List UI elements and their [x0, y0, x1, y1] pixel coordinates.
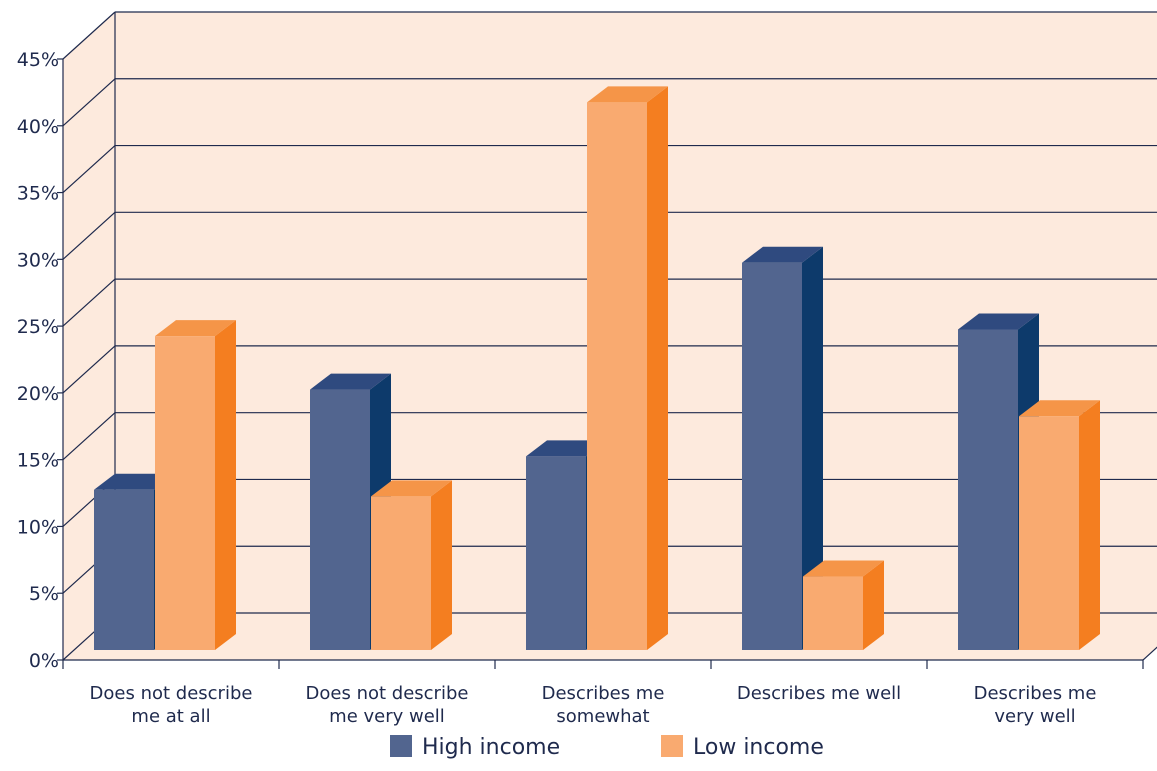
legend-label: High income	[422, 735, 560, 760]
x-tick-label: Does not describe	[306, 683, 469, 704]
bar	[803, 560, 884, 650]
gridline-side	[62, 412, 116, 461]
legend-label: Low income	[693, 735, 824, 760]
x-tick-label: Does not describe	[90, 683, 253, 704]
bar-top	[958, 313, 1039, 330]
gridline-side	[62, 211, 116, 260]
bar-top	[803, 560, 884, 577]
legend-item: High income	[390, 735, 560, 760]
bar-front	[310, 389, 370, 650]
bar	[371, 480, 452, 650]
bar-front	[371, 496, 431, 650]
x-tick-label: me very well	[329, 706, 445, 727]
bar-side	[1079, 400, 1100, 650]
y-tick-label: 25%	[17, 316, 59, 338]
x-tick-label: somewhat	[556, 706, 649, 727]
bar-top	[371, 480, 452, 497]
y-tick-label: 10%	[17, 516, 59, 538]
bar-front	[155, 336, 215, 650]
bar-top	[310, 373, 391, 390]
y-tick-label: 45%	[17, 49, 59, 71]
y-tick-label: 0%	[29, 650, 59, 672]
x-tick-label: Describes me	[974, 683, 1097, 704]
bar-top	[742, 246, 823, 263]
bar-side	[863, 560, 884, 650]
y-tick-label: 20%	[17, 383, 59, 405]
bar-side	[431, 480, 452, 650]
floor-right-edge	[1142, 646, 1157, 661]
bar-front	[958, 329, 1018, 650]
bar-front	[94, 489, 154, 650]
legend-item: Low income	[661, 735, 824, 760]
bar-top	[155, 320, 236, 337]
x-tick-label: me at all	[131, 706, 210, 727]
bar	[587, 86, 668, 650]
bar-top	[526, 440, 607, 457]
bar-front	[803, 576, 863, 650]
bar-top	[94, 473, 175, 490]
bar-side	[215, 320, 236, 650]
legend-swatch	[661, 735, 683, 757]
y-tick-label: 5%	[29, 583, 59, 605]
gridline-side	[62, 11, 116, 60]
y-axis-ticks: 0% 5% 10% 15% 20% 25% 30% 35% 40% 45%	[17, 49, 59, 672]
bar-front	[742, 262, 802, 650]
gridline-side	[62, 145, 116, 194]
gridline-side	[62, 345, 116, 394]
bar-top	[587, 86, 668, 103]
bars	[94, 86, 1100, 650]
bar	[1019, 400, 1100, 650]
bar	[742, 246, 823, 650]
gridline-side	[62, 78, 116, 127]
bar-front	[587, 102, 647, 650]
y-tick-label: 40%	[17, 116, 59, 138]
bar-front	[1019, 416, 1079, 650]
legend: High income Low income	[390, 735, 824, 760]
bar-front	[526, 456, 586, 650]
bar-side	[802, 246, 823, 650]
x-tick-label: Describes me	[542, 683, 665, 704]
y-tick-label: 30%	[17, 249, 59, 271]
x-tick-label: Describes me well	[737, 683, 901, 704]
x-tick-label: very well	[994, 706, 1075, 727]
bar	[155, 320, 236, 650]
legend-swatch	[390, 735, 412, 757]
bar-side	[647, 86, 668, 650]
gridline-side	[62, 278, 116, 327]
y-tick-label: 35%	[17, 183, 59, 205]
y-tick-label: 15%	[17, 450, 59, 472]
bar-top	[1019, 400, 1100, 417]
